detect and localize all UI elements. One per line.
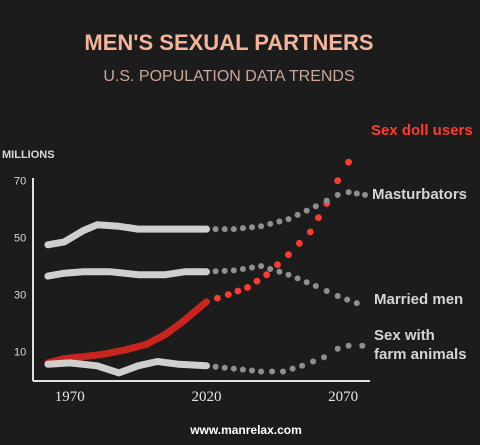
projection-point bbox=[239, 266, 246, 272]
projection-point bbox=[353, 300, 360, 307]
projection-point bbox=[276, 268, 283, 275]
projection-point bbox=[312, 283, 319, 289]
chart-title: MEN'S SEXUAL PARTNERS bbox=[84, 30, 373, 55]
projection-point bbox=[344, 296, 351, 303]
chart-subtitle: U.S. POPULATION DATA TRENDS bbox=[103, 68, 354, 85]
y-tick-labels: 10 30 50 70 bbox=[14, 176, 26, 359]
credit-text: www.manrelax.com bbox=[189, 423, 302, 437]
label-farm-animals: farm animals bbox=[374, 346, 467, 363]
projection-point bbox=[230, 267, 237, 274]
projection-point bbox=[285, 216, 292, 223]
projection-point bbox=[353, 190, 360, 197]
projection-point bbox=[244, 284, 251, 291]
series-layer bbox=[44, 158, 368, 377]
projection-point bbox=[249, 367, 255, 374]
projection-point bbox=[280, 368, 286, 375]
projection-point bbox=[289, 365, 296, 372]
series-sex-with-farm-animals bbox=[44, 342, 366, 377]
y-axis-label: MILLIONS bbox=[2, 149, 55, 161]
label-sex-with: Sex with bbox=[374, 327, 435, 344]
projection-point bbox=[230, 226, 237, 233]
projection-point bbox=[294, 275, 301, 282]
projection-point bbox=[359, 342, 366, 349]
x-tick-labels: 1970 2020 2070 bbox=[55, 389, 358, 405]
projection-point bbox=[249, 224, 255, 231]
projection-point bbox=[258, 368, 265, 375]
series-married-men bbox=[44, 263, 360, 307]
y-tick-label: 50 bbox=[14, 233, 26, 245]
projection-point bbox=[258, 263, 265, 270]
projection-point bbox=[310, 358, 317, 365]
projection-point bbox=[362, 191, 368, 198]
series-masturbators bbox=[44, 189, 368, 249]
projection-point bbox=[321, 354, 327, 361]
projection-point bbox=[345, 158, 352, 166]
projection-point bbox=[276, 218, 283, 225]
projection-point bbox=[334, 191, 341, 198]
projection-point bbox=[212, 268, 219, 275]
projection-point bbox=[230, 365, 237, 372]
projection-point bbox=[267, 220, 274, 227]
projection-point bbox=[267, 266, 274, 272]
projection-point bbox=[334, 293, 341, 299]
label-married-men: Married men bbox=[374, 291, 463, 308]
projection-point bbox=[212, 226, 219, 233]
projection-point bbox=[258, 223, 265, 230]
projection-point bbox=[239, 225, 246, 232]
y-tick-label: 30 bbox=[14, 290, 26, 302]
projection-point bbox=[299, 362, 306, 369]
x-tick-label: 2020 bbox=[191, 389, 221, 405]
label-masturbators: Masturbators bbox=[372, 186, 467, 203]
projection-point bbox=[221, 267, 228, 274]
x-tick-label: 1970 bbox=[55, 389, 85, 405]
historical-line bbox=[44, 268, 210, 280]
y-tick-label: 10 bbox=[14, 347, 26, 359]
x-tick-label: 2070 bbox=[328, 389, 358, 405]
projection-point bbox=[315, 214, 322, 222]
projection-point bbox=[334, 177, 342, 185]
projection-point bbox=[323, 288, 330, 294]
axes bbox=[32, 178, 370, 382]
projection-point bbox=[234, 287, 242, 295]
projection-point bbox=[303, 207, 310, 214]
projection-point bbox=[306, 228, 314, 236]
projection-point bbox=[274, 261, 281, 269]
historical-line bbox=[44, 298, 210, 367]
y-tick-label: 70 bbox=[14, 176, 26, 188]
projection-point bbox=[269, 368, 276, 375]
projection-point bbox=[303, 279, 310, 286]
projection-point bbox=[212, 363, 219, 370]
projection-point bbox=[323, 197, 330, 204]
projection-point bbox=[285, 251, 292, 259]
projection-point bbox=[249, 264, 255, 271]
projection-point bbox=[312, 203, 319, 210]
projection-point bbox=[221, 226, 228, 233]
projection-point bbox=[345, 342, 352, 349]
projection-point bbox=[285, 271, 292, 278]
projection-point bbox=[224, 291, 232, 298]
historical-line bbox=[44, 358, 210, 377]
projection-point bbox=[296, 239, 303, 247]
projection-point bbox=[221, 364, 228, 371]
projection-point bbox=[334, 345, 341, 352]
projection-point bbox=[345, 189, 352, 196]
projection-point bbox=[214, 294, 221, 302]
label-sex-doll-users: Sex doll users bbox=[371, 122, 473, 139]
series-sex-doll-users bbox=[44, 158, 352, 367]
projection-point bbox=[239, 366, 246, 373]
projection-point bbox=[253, 277, 261, 285]
historical-line bbox=[44, 221, 210, 249]
projection-point bbox=[263, 271, 270, 279]
projection-point bbox=[294, 211, 301, 218]
